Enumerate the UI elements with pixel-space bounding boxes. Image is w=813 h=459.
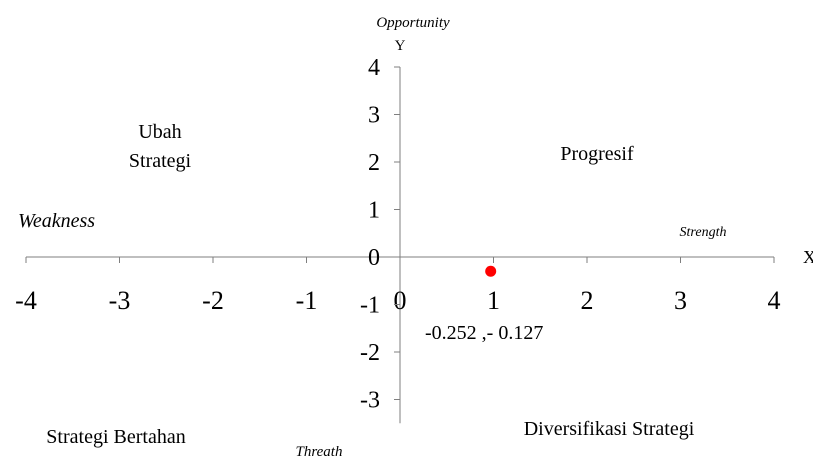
data-point <box>485 265 497 277</box>
opportunity-label: Opportunity <box>376 15 450 31</box>
quadrant-label-ubah-strategi-line2: Strategi <box>129 150 192 172</box>
x-tick-label: 0 <box>394 286 407 315</box>
y-tick-label: 3 <box>368 103 380 129</box>
y-ticks: 4 3 2 1 0 -1 -2 -3 <box>360 55 400 414</box>
quadrant-label-strategi-bertahan: Strategi Bertahan <box>46 426 185 448</box>
quadrant-label-progresif: Progresif <box>560 143 634 165</box>
x-tick-label: -1 <box>296 286 318 315</box>
x-tick-label: -2 <box>202 286 224 315</box>
y-tick-label: 1 <box>368 198 380 224</box>
y-axis-title: Y <box>395 38 406 54</box>
quadrant-label-diversifikasi-strategi: Diversifikasi Strategi <box>524 418 695 440</box>
x-tick-label: 3 <box>674 286 687 315</box>
y-tick-label: 4 <box>368 55 380 81</box>
x-tick-label: 1 <box>487 286 500 315</box>
data-point-label: -0.252 ,- 0.127 <box>425 322 543 344</box>
weakness-label: Weakness <box>18 210 95 232</box>
data-points: -0.252 ,- 0.127 <box>425 265 543 344</box>
y-tick-label: -2 <box>360 340 380 366</box>
y-tick-label: 0 <box>368 245 380 271</box>
x-tick-label: -3 <box>109 286 131 315</box>
x-tick-label: -4 <box>15 286 37 315</box>
x-axis-title: X <box>803 247 813 267</box>
threath-label: Threath <box>296 444 343 459</box>
y-tick-label: -1 <box>360 293 380 319</box>
y-tick-label: -3 <box>360 388 380 414</box>
quadrant-label-ubah-strategi-line1: Ubah <box>138 121 181 143</box>
y-tick-label: 2 <box>368 150 380 176</box>
x-tick-label: 4 <box>768 286 781 315</box>
x-tick-label: 2 <box>581 286 594 315</box>
strength-label: Strength <box>680 225 727 240</box>
x-ticks: -4 -3 -2 -1 0 1 2 3 4 <box>15 257 781 315</box>
